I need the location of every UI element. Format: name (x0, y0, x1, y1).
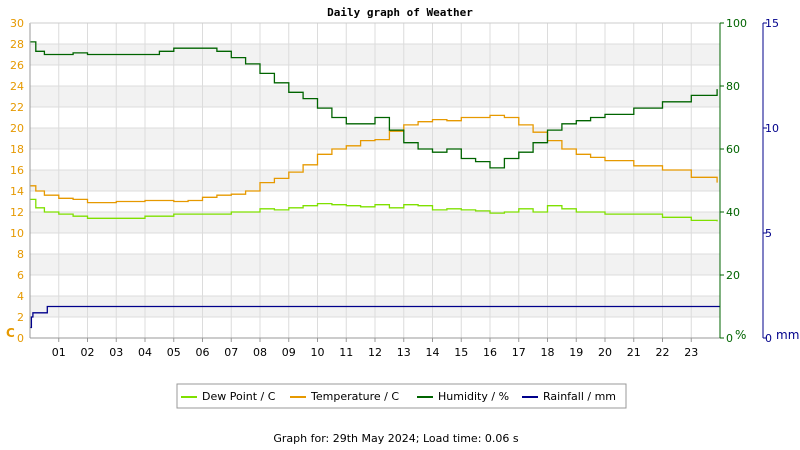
x-tick-label: 20 (598, 346, 612, 359)
x-axis-ticks: 01 02 03 04 05 06 07 08 09 10 11 12 13 14 15 16 17 18 19 20… (52, 338, 698, 359)
x-tick-label: 09 (282, 346, 296, 359)
left-tick-label: 4 (17, 290, 24, 303)
rainfall-tick-label: 5 (765, 227, 772, 240)
left-tick-label: 12 (10, 206, 24, 219)
humidity-tick-label: 40 (726, 206, 740, 219)
chart-title: Daily graph of Weather (327, 6, 473, 19)
series-layer (30, 41, 720, 329)
left-tick-label: 30 (10, 17, 24, 30)
x-tick-label: 18 (541, 346, 555, 359)
x-tick-label: 01 (52, 346, 66, 359)
series-line-2 (30, 114, 718, 204)
left-tick-label: 22 (10, 101, 24, 114)
series-line-1 (30, 198, 718, 222)
x-tick-label: 17 (512, 346, 526, 359)
rainfall-tick-label: 10 (765, 122, 779, 135)
x-tick-label: 13 (397, 346, 411, 359)
left-tick-label: 6 (17, 269, 24, 282)
x-tick-label: 19 (569, 346, 583, 359)
humidity-axis-ticks: 0 20 40 60 80 100 (720, 17, 747, 345)
left-tick-label: 20 (10, 122, 24, 135)
left-tick-label: 14 (10, 185, 24, 198)
humidity-tick-label: 0 (726, 332, 733, 345)
x-tick-label: 05 (167, 346, 181, 359)
left-tick-label: 24 (10, 80, 24, 93)
footer-text: Graph for: 29th May 2024; Load time: 0.0… (273, 432, 519, 445)
x-tick-label: 12 (368, 346, 382, 359)
rainfall-tick-label: 0 (765, 332, 772, 345)
x-tick-label: 16 (483, 346, 497, 359)
left-tick-label: 0 (17, 332, 24, 345)
x-tick-label: 15 (454, 346, 468, 359)
series-line-3 (30, 41, 718, 169)
legend-label: Humidity / % (438, 390, 509, 403)
left-tick-label: 16 (10, 164, 24, 177)
humidity-tick-label: 60 (726, 143, 740, 156)
x-tick-label: 08 (253, 346, 267, 359)
rainfall-axis-ticks: 0 5 10 15 (763, 17, 779, 345)
x-tick-label: 06 (196, 346, 210, 359)
legend-label: Dew Point / C (202, 390, 276, 403)
series-line-4 (30, 305, 720, 329)
left-tick-label: 8 (17, 248, 24, 261)
left-tick-label: 2 (17, 311, 24, 324)
left-axis-unit: C (6, 326, 15, 340)
legend-label: Rainfall / mm (543, 390, 616, 403)
x-tick-label: 07 (224, 346, 238, 359)
rainfall-tick-label: 15 (765, 17, 779, 30)
humidity-axis-unit: % (735, 328, 746, 342)
rainfall-axis-unit: mm (776, 328, 799, 342)
x-tick-label: 14 (426, 346, 440, 359)
left-tick-label: 28 (10, 38, 24, 51)
left-tick-label: 18 (10, 143, 24, 156)
left-tick-label: 26 (10, 59, 24, 72)
humidity-tick-label: 100 (726, 17, 747, 30)
x-tick-label: 04 (138, 346, 152, 359)
x-tick-label: 23 (684, 346, 698, 359)
x-tick-label: 02 (81, 346, 95, 359)
legend-label: Temperature / C (310, 390, 399, 403)
humidity-tick-label: 80 (726, 80, 740, 93)
humidity-tick-label: 20 (726, 269, 740, 282)
left-tick-label: 10 (10, 227, 24, 240)
x-tick-label: 10 (311, 346, 325, 359)
x-tick-label: 11 (339, 346, 353, 359)
legend: Dew Point / C Temperature / C Humidity / %… (176, 383, 627, 409)
x-tick-label: 21 (627, 346, 641, 359)
x-tick-label: 03 (109, 346, 123, 359)
x-tick-label: 22 (656, 346, 670, 359)
